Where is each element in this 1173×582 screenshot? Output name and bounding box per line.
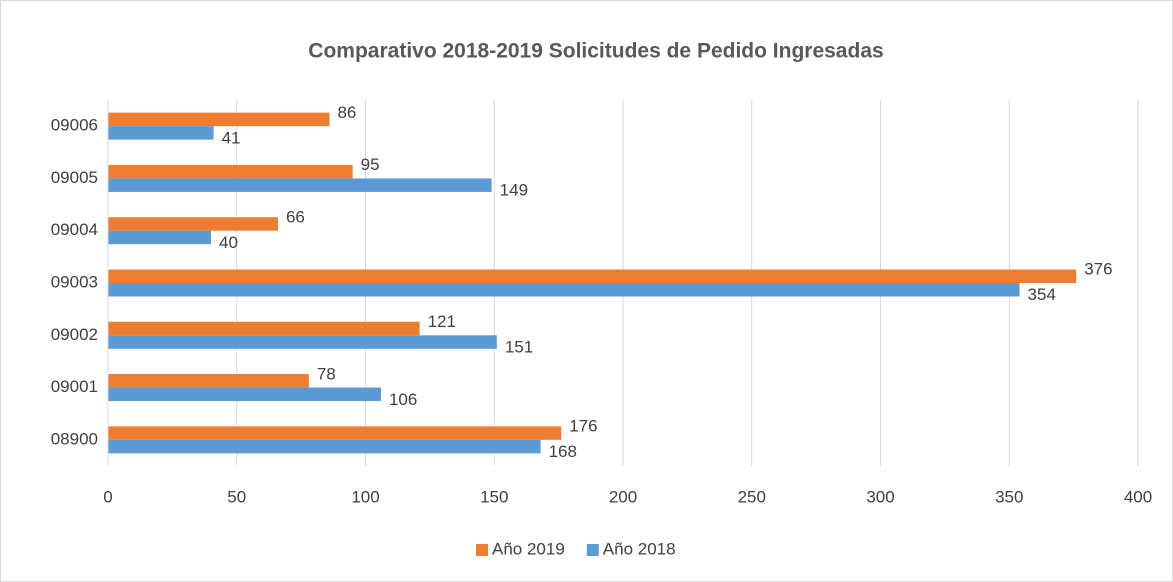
x-tick-label: 50: [227, 487, 246, 506]
x-tick-label: 350: [995, 487, 1023, 506]
y-tick-label: 09002: [51, 325, 98, 344]
data-label: 86: [337, 103, 356, 122]
bar: [108, 439, 541, 454]
bar: [108, 374, 309, 388]
data-label: 40: [219, 233, 238, 252]
y-tick-label: 08900: [51, 429, 98, 448]
y-tick-label: 09006: [51, 116, 98, 135]
legend-label: Año 2019: [492, 539, 565, 558]
data-label: 121: [428, 312, 456, 331]
legend-label: Año 2018: [603, 539, 676, 558]
data-label: 66: [286, 207, 305, 226]
y-tick-label: 09005: [51, 168, 98, 187]
bar: [108, 283, 1020, 297]
bar: [108, 230, 211, 245]
x-tick-label: 250: [738, 487, 766, 506]
data-label: 78: [317, 364, 336, 383]
bar: [108, 217, 278, 231]
data-label: 95: [361, 155, 380, 174]
x-tick-label: 200: [609, 487, 637, 506]
bar: [108, 269, 1077, 283]
x-tick-label: 400: [1124, 487, 1152, 506]
data-label: 168: [549, 442, 577, 461]
legend-swatch: [586, 544, 599, 556]
legend-swatch: [476, 544, 488, 556]
x-tick-label: 150: [480, 487, 508, 506]
data-label: 41: [222, 128, 241, 147]
chart-title: Comparativo 2018-2019 Solicitudes de Ped…: [308, 40, 883, 63]
data-label: 149: [500, 181, 528, 200]
bar: [108, 112, 330, 127]
bar: [108, 321, 420, 336]
bar: [108, 164, 353, 179]
x-tick-label: 300: [866, 487, 894, 506]
bar: [108, 126, 214, 140]
x-tick-label: 100: [351, 487, 379, 506]
data-label: 376: [1084, 260, 1112, 279]
data-label: 176: [569, 417, 597, 436]
y-tick-label: 09001: [51, 377, 98, 396]
data-label: 151: [505, 338, 533, 357]
y-tick-label: 09003: [51, 272, 98, 291]
data-label: 354: [1028, 285, 1056, 304]
bar: [108, 387, 381, 402]
bar: [108, 426, 562, 440]
x-tick-label: 0: [103, 487, 112, 506]
bar: [108, 335, 497, 349]
y-tick-label: 09004: [51, 220, 98, 239]
bar: [108, 178, 492, 192]
data-label: 106: [389, 390, 417, 409]
